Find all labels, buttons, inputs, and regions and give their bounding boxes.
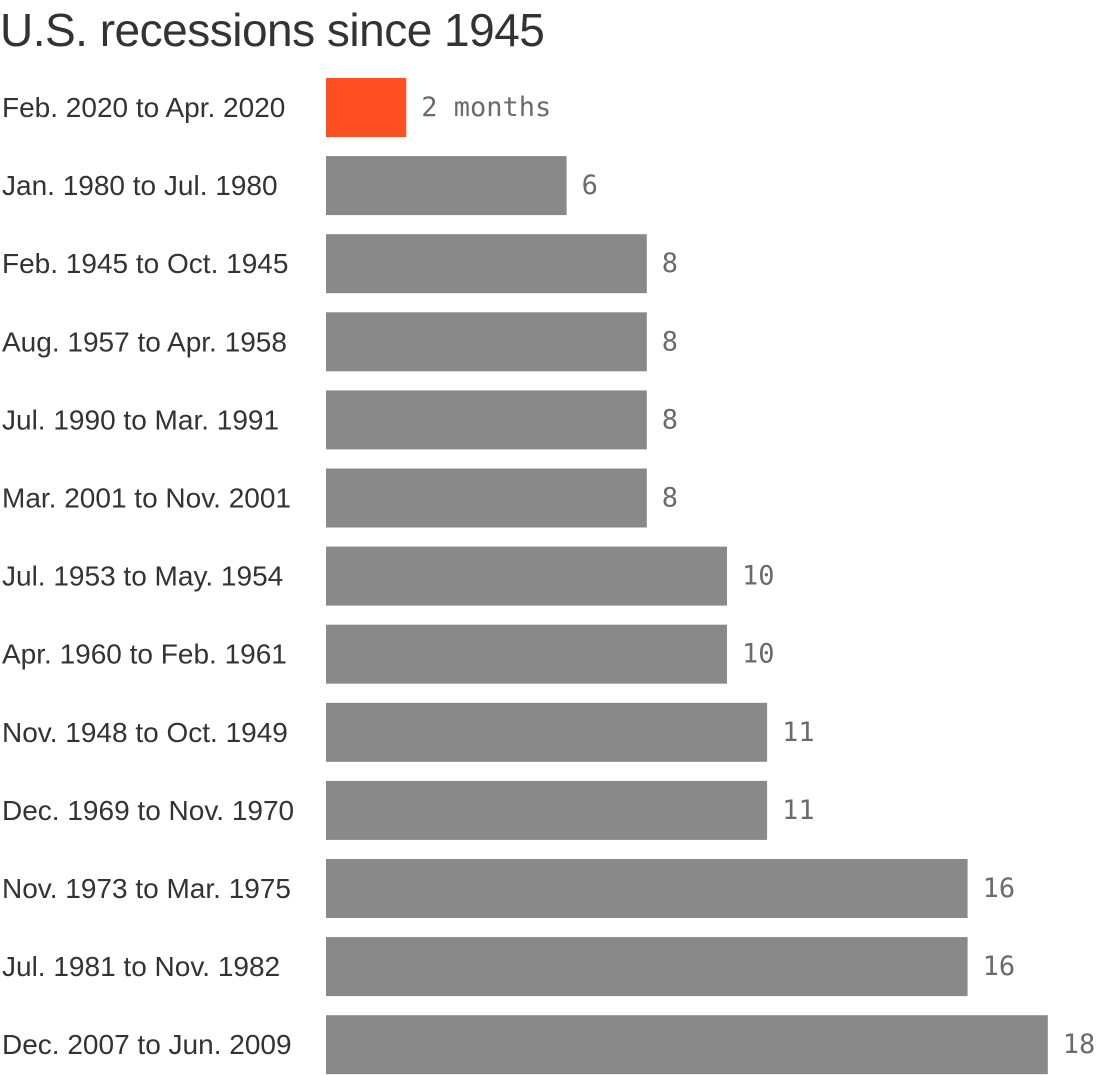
chart-title: U.S. recessions since 1945 (0, 4, 545, 56)
value-label: 16 (983, 873, 1016, 904)
category-label: Jul. 1953 to May. 1954 (2, 561, 283, 592)
bar (326, 859, 968, 918)
bar (326, 156, 567, 216)
category-label: Apr. 1960 to Feb. 1961 (2, 639, 287, 670)
value-label: 11 (782, 795, 815, 826)
bar (326, 702, 768, 762)
bar (326, 312, 647, 372)
value-label: 10 (742, 561, 775, 592)
bars-layer: Feb. 2020 to Apr. 2020 2 months Jan. 1980 … (2, 78, 1096, 1075)
value-label: 16 (983, 951, 1016, 982)
category-label: Dec. 1969 to Nov. 1970 (2, 795, 294, 826)
bar-highlighted (326, 78, 407, 137)
bar (326, 1015, 1048, 1075)
value-label: 8 (662, 483, 678, 514)
bar (326, 624, 727, 684)
bar (326, 234, 647, 294)
category-label: Dec. 2007 to Jun. 2009 (2, 1029, 292, 1060)
bar (326, 937, 968, 997)
category-label: Feb. 2020 to Apr. 2020 (2, 92, 285, 123)
value-label: 8 (662, 326, 678, 357)
bar (326, 546, 727, 606)
value-label: 6 (582, 170, 598, 201)
value-label: 8 (662, 248, 678, 279)
value-label: 10 (742, 639, 775, 670)
bar (326, 780, 768, 840)
bar (326, 390, 647, 450)
value-label: 18 (1063, 1029, 1096, 1060)
category-label: Jan. 1980 to Jul. 1980 (2, 170, 278, 201)
category-label: Feb. 1945 to Oct. 1945 (2, 248, 288, 279)
category-label: Mar. 2001 to Nov. 2001 (2, 483, 291, 514)
value-label: 8 (662, 404, 678, 435)
category-label: Aug. 1957 to Apr. 1958 (2, 326, 287, 357)
value-label: 2 months (421, 92, 551, 123)
category-label: Jul. 1990 to Mar. 1991 (2, 404, 279, 435)
value-label: 11 (782, 717, 815, 748)
bar (326, 468, 647, 528)
category-label: Nov. 1973 to Mar. 1975 (2, 873, 291, 904)
category-label: Nov. 1948 to Oct. 1949 (2, 717, 288, 748)
category-label: Jul. 1981 to Nov. 1982 (2, 951, 280, 982)
